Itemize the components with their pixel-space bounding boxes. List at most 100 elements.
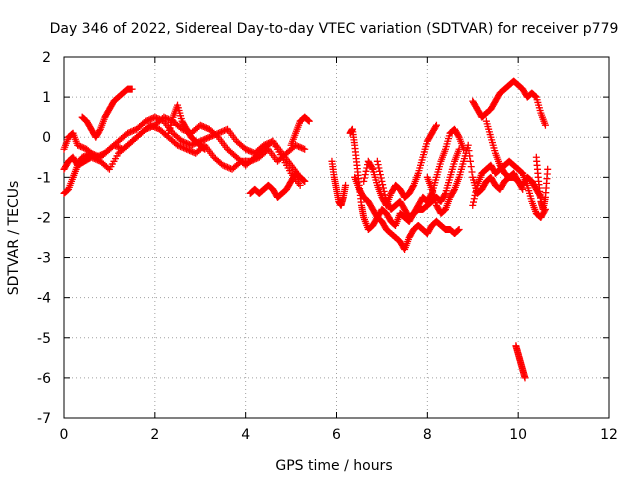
y-tick-label: 2 [42,50,51,66]
data-point-plus [219,127,227,135]
data-point-plus [261,141,269,149]
data-point-plus [382,194,390,202]
data-point-plus [466,152,474,160]
data-point-plus [152,114,160,122]
data-point-plus [180,138,188,146]
data-point-plus [300,177,308,185]
data-point-plus [519,185,527,193]
data-point-plus [104,164,112,172]
data-point-plus [127,128,135,136]
data-point-plus [178,137,186,145]
data-point-plus [381,191,389,199]
data-point-plus [199,123,207,131]
data-point-plus [219,161,227,169]
data-point-plus [375,164,383,172]
data-point-plus [518,184,526,192]
data-point-plus [146,121,154,129]
data-point-plus [342,181,350,189]
series-track-f [246,169,309,201]
data-point-plus [251,155,259,163]
data-point-plus [249,149,257,157]
data-point-plus [93,153,101,161]
data-point-plus [181,145,189,153]
data-point-plus [470,195,478,203]
data-point-plus [409,183,417,191]
data-point-plus [224,163,231,171]
data-point-plus [80,144,88,152]
data-point-plus [186,147,194,155]
x-tick-label: 8 [423,427,432,443]
data-point-plus [293,142,301,150]
grid-layer [64,57,609,418]
y-tick-label: 1 [42,90,51,106]
data-point-plus [243,146,251,154]
data-point-plus [432,123,440,131]
data-point-plus [304,116,312,124]
data-point-plus [304,117,312,125]
data-point-plus [213,130,221,138]
data-point-plus [454,132,462,140]
data-point-plus [299,176,307,184]
data-point-plus [467,163,475,171]
data-point-plus [78,143,86,151]
data-point-plus [74,141,82,149]
data-point-plus [220,162,228,170]
data-point-plus [454,227,462,235]
data-point-plus [128,127,136,135]
data-point-plus [216,129,224,137]
data-point-plus [379,184,387,192]
data-point-plus [174,141,182,149]
data-point-plus [301,145,309,153]
data-point-plus [248,157,256,165]
x-tick-label: 10 [509,427,527,443]
data-point-plus [81,152,89,160]
series-track-l [373,125,468,221]
data-point-plus [374,161,382,169]
data-point-plus [380,187,388,195]
data-point-plus [295,143,303,151]
data-point-plus [267,138,275,146]
data-point-plus [246,147,254,155]
data-point-plus [222,163,230,171]
data-point-plus [246,157,254,165]
data-point-plus [175,142,183,150]
data-point-plus [145,116,153,124]
data-point-plus [200,145,208,153]
data-point-plus [146,115,154,123]
data-point-plus [220,127,228,135]
data-point-plus [362,167,370,175]
data-point-plus [222,126,230,134]
series-track-k [360,121,440,209]
data-point-plus [471,191,479,199]
y-axis-label: SDTVAR / TECUs [6,181,22,296]
data-point-plus [432,121,440,129]
data-point-plus [264,139,272,147]
data-point-plus [454,226,462,234]
data-point-plus [128,85,136,93]
data-point-plus [460,145,468,153]
data-point-plus [299,145,307,153]
data-point-plus [180,144,188,152]
data-point-plus [470,198,478,206]
x-tick-label: 12 [600,427,618,443]
data-point-plus [245,147,253,155]
data-point-plus [113,143,121,151]
data-point-plus [376,167,384,175]
data-point-plus [115,143,122,151]
data-point-plus [151,123,159,131]
data-point-plus [83,151,91,159]
data-point-plus [217,128,225,136]
data-point-plus [183,139,191,147]
chart-title: Day 346 of 2022, Sidereal Day-to-day VTE… [50,21,619,37]
data-point-plus [210,131,218,139]
data-point-plus [184,146,192,154]
data-point-plus [541,121,549,129]
data-point-plus [178,143,186,151]
data-point-plus [531,92,539,100]
data-point-plus [198,137,206,145]
x-tick-label: 4 [241,427,250,443]
data-point-plus [249,156,257,164]
data-point-plus [181,139,189,147]
series-track-r [512,342,529,382]
